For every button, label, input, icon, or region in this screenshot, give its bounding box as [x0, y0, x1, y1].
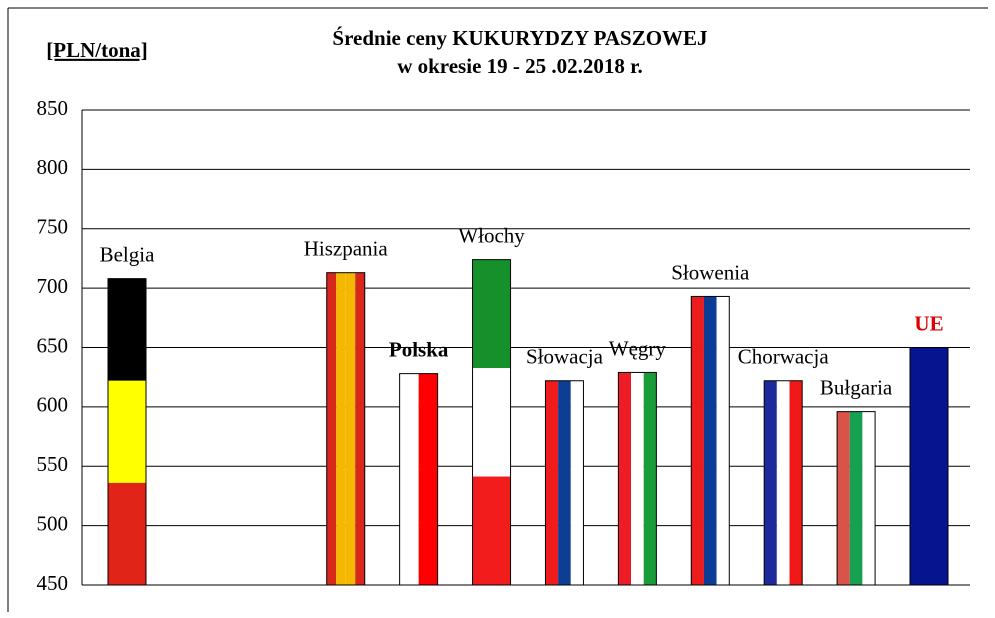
bar-stripe	[910, 348, 948, 586]
bar-stripe	[108, 279, 146, 381]
bar-stripe	[777, 381, 790, 585]
bar-stripe	[473, 477, 511, 585]
bar-stripe	[346, 273, 356, 585]
y-tick-label: 450	[37, 571, 69, 595]
bar-stripe	[790, 381, 803, 585]
bar-stripe	[764, 381, 777, 585]
chart: Średnie ceny KUKURYDZY PASZOWEJ w okresi…	[0, 0, 995, 618]
bar-stripe	[631, 372, 644, 585]
y-tick-label: 850	[37, 96, 69, 120]
y-tick-label: 700	[37, 274, 69, 298]
y-tick-label: 800	[37, 155, 69, 179]
category-label: Węgry	[609, 336, 667, 360]
category-label: Polska	[389, 337, 449, 361]
category-label: UE	[914, 311, 943, 335]
bar-stripe	[862, 412, 875, 585]
bar-stripe	[571, 381, 584, 585]
bar	[473, 260, 511, 585]
bar-stripe	[545, 381, 558, 585]
bar-stripe	[618, 372, 631, 585]
y-tick-label: 750	[37, 215, 69, 239]
category-label: Hiszpania	[304, 237, 389, 261]
bar	[618, 372, 656, 585]
bar-stripe	[704, 296, 717, 585]
category-label: Słowacja	[526, 345, 604, 369]
category-label: Chorwacja	[738, 345, 830, 369]
y-axis-label: [PLN/tona]	[46, 38, 148, 62]
bar	[327, 273, 365, 585]
bar-stripe	[336, 273, 346, 585]
bar-stripe	[108, 381, 146, 483]
bar-stripe	[717, 296, 730, 585]
bar	[764, 381, 802, 585]
y-tick-label: 500	[37, 511, 69, 535]
category-label: Belgia	[100, 242, 155, 266]
bar-stripe	[108, 483, 146, 585]
category-label: Bułgaria	[820, 375, 893, 399]
bar	[108, 279, 146, 585]
bar-stripe	[473, 368, 511, 476]
bar-stripe	[644, 372, 657, 585]
category-label: Włochy	[458, 223, 525, 247]
bar-stripe	[558, 381, 571, 585]
chart-subtitle: w okresie 19 - 25 .02.2018 r.	[397, 54, 643, 78]
bar-stripe	[691, 296, 704, 585]
category-label: Słowenia	[671, 260, 750, 284]
bar-stripe	[419, 374, 438, 585]
bar-stripe	[837, 412, 850, 585]
bar	[837, 412, 875, 585]
bar	[691, 296, 729, 585]
bar-stripe	[473, 260, 511, 368]
bar	[545, 381, 583, 585]
bar-stripe	[850, 412, 863, 585]
bar	[910, 348, 948, 586]
bar-stripe	[327, 273, 337, 585]
chart-title: Średnie ceny KUKURYDZY PASZOWEJ	[332, 26, 707, 50]
y-tick-label: 550	[37, 452, 69, 476]
y-tick-label: 600	[37, 393, 69, 417]
bar	[400, 374, 438, 585]
bar-stripe	[400, 374, 419, 585]
bar-stripe	[355, 273, 365, 585]
y-tick-label: 650	[37, 333, 69, 357]
